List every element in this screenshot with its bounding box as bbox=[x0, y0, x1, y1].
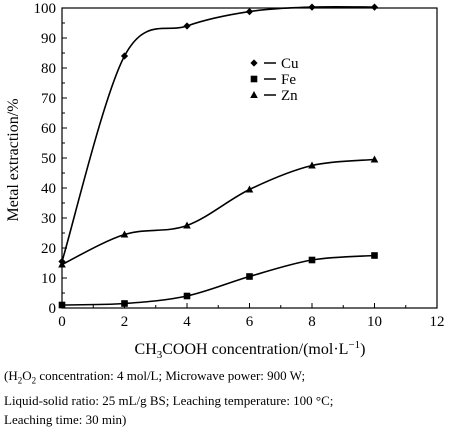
series-line-zn bbox=[61, 158, 375, 266]
plot-frame bbox=[61, 7, 438, 309]
legend-label-fe: Fe bbox=[281, 72, 296, 88]
legend-marker-cu bbox=[250, 59, 258, 67]
data-point-zn bbox=[120, 230, 129, 238]
x-tick-label: 8 bbox=[308, 314, 316, 330]
x-tick-label: 4 bbox=[183, 314, 191, 330]
y-tick-label: 30 bbox=[41, 211, 56, 227]
data-point-fe bbox=[58, 301, 66, 309]
data-point-cu bbox=[370, 3, 379, 11]
series-line-fe bbox=[61, 254, 375, 306]
y-tick-label: 10 bbox=[41, 271, 56, 287]
y-tick-label: 50 bbox=[41, 151, 56, 167]
legend-marker-zn bbox=[250, 91, 258, 98]
data-point-cu bbox=[308, 3, 316, 11]
legend-marker-fe bbox=[250, 75, 258, 83]
y-tick-label: 70 bbox=[41, 91, 56, 107]
y-tick-label: 80 bbox=[41, 61, 56, 77]
legend-label-zn: Zn bbox=[281, 88, 298, 104]
data-point-fe bbox=[121, 300, 128, 307]
series-line-cu bbox=[61, 5, 375, 262]
y-axis-ticks: 0 10 20 30 40 50 60 70 80 90 100 bbox=[34, 1, 67, 317]
data-point-zn bbox=[370, 155, 379, 163]
caption-line-2: Liquid-solid ratio: 25 mL/g BS; Leaching… bbox=[4, 392, 334, 408]
data-point-zn bbox=[58, 260, 66, 268]
x-axis-ticks: 0 2 4 6 8 10 12 bbox=[58, 303, 445, 330]
data-point-fe bbox=[308, 256, 316, 264]
y-axis-label: Metal extraction/% bbox=[5, 98, 22, 221]
x-axis-label: CH3COOH concentration/(mol·L−1) bbox=[135, 339, 366, 361]
chart-caption: (H2O2 concentration: 4 mol/L; Microwave … bbox=[4, 366, 446, 429]
data-point-fe bbox=[371, 252, 378, 259]
y-tick-label: 40 bbox=[41, 181, 56, 197]
y-tick-label: 60 bbox=[41, 121, 56, 137]
data-point-zn bbox=[308, 161, 316, 169]
caption-line-1: (H2O2 concentration: 4 mol/L; Microwave … bbox=[4, 368, 306, 386]
x-tick-label: 10 bbox=[367, 314, 382, 330]
legend-label-cu: Cu bbox=[281, 56, 299, 72]
data-point-zn bbox=[183, 221, 191, 229]
data-point-cu bbox=[245, 8, 254, 16]
y-tick-label: 20 bbox=[41, 241, 56, 257]
y-tick-label: 90 bbox=[41, 31, 56, 47]
plot-axes bbox=[61, 7, 438, 309]
y-tick-label: 0 bbox=[49, 301, 57, 317]
data-point-fe bbox=[183, 292, 191, 300]
x-tick-label: 0 bbox=[58, 314, 66, 330]
series-markers bbox=[58, 3, 379, 309]
data-point-cu bbox=[120, 52, 129, 60]
caption-line-3: Leaching time: 30 min) bbox=[4, 411, 127, 427]
x-tick-label: 2 bbox=[121, 314, 129, 330]
x-tick-label: 12 bbox=[430, 314, 445, 330]
x-tick-label: 6 bbox=[246, 314, 254, 330]
series-curves bbox=[61, 5, 375, 306]
data-point-zn bbox=[245, 185, 254, 193]
y-tick-label: 100 bbox=[34, 1, 57, 17]
data-point-fe bbox=[246, 273, 253, 280]
data-point-cu bbox=[183, 22, 191, 30]
